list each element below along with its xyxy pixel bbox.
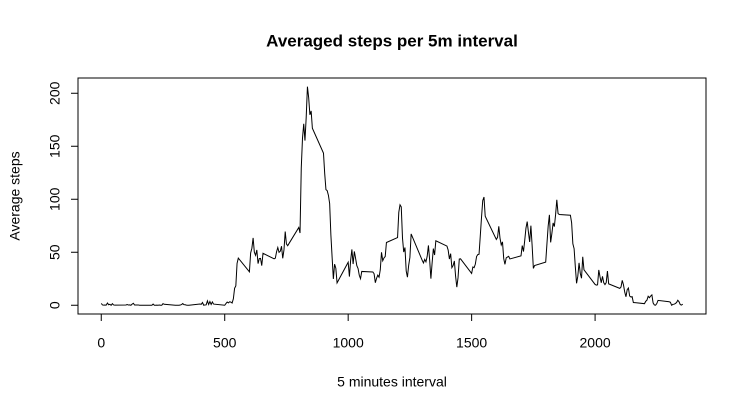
data-line bbox=[100, 86, 684, 307]
y-tick-label: 0 bbox=[47, 301, 63, 309]
x-tick-label: 1500 bbox=[456, 335, 487, 351]
y-tick-label: 100 bbox=[47, 187, 63, 211]
y-axis-label: Average steps bbox=[7, 151, 23, 240]
x-axis-label: 5 minutes interval bbox=[337, 374, 447, 390]
y-tick-label: 200 bbox=[47, 81, 63, 105]
x-tick-label: 500 bbox=[213, 335, 237, 351]
x-tick-label: 1000 bbox=[333, 335, 364, 351]
y-tick-label: 50 bbox=[47, 244, 63, 260]
x-tick-label: 0 bbox=[97, 335, 105, 351]
chart-title: Averaged steps per 5m interval bbox=[266, 31, 518, 50]
y-tick-label: 150 bbox=[47, 134, 63, 158]
x-tick-label: 2000 bbox=[580, 335, 611, 351]
